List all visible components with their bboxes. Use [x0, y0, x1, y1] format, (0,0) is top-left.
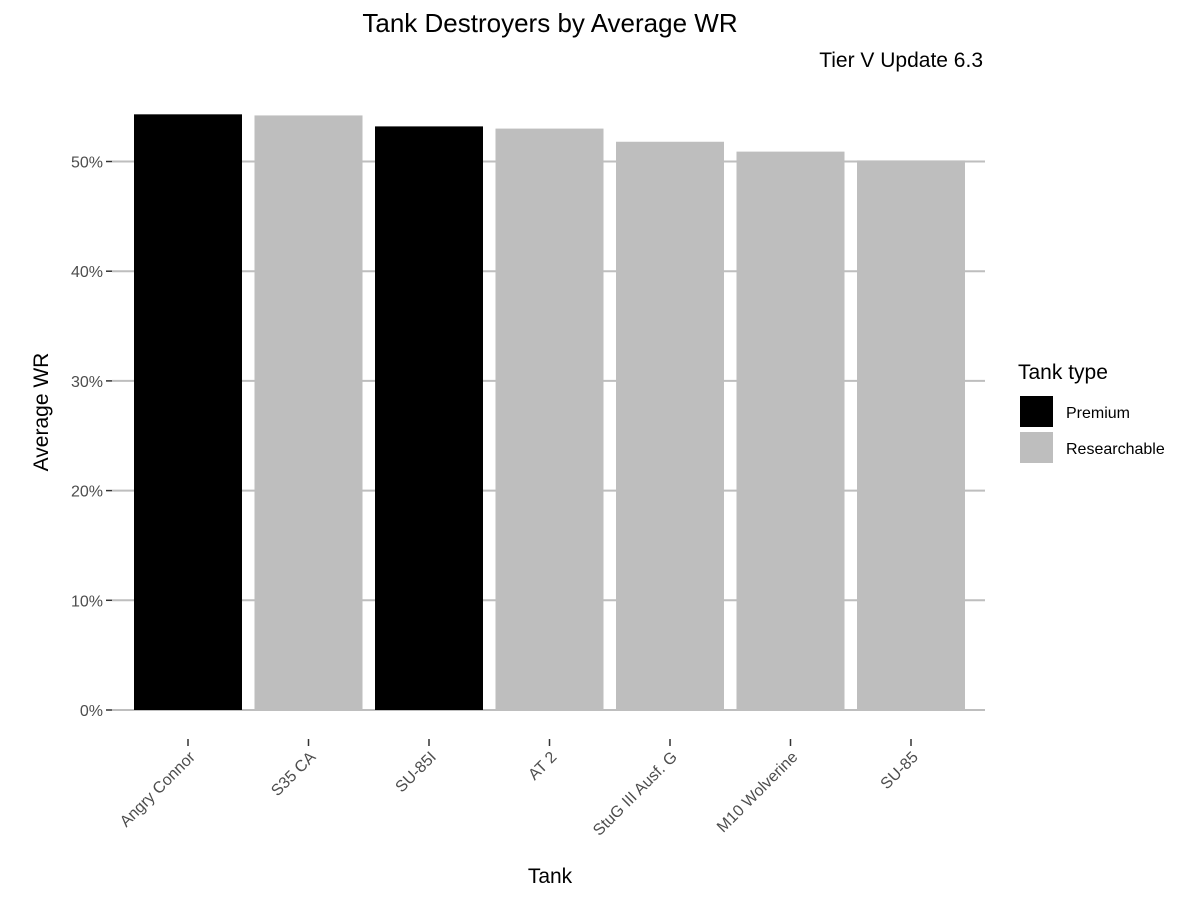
chart-title: Tank Destroyers by Average WR — [362, 8, 737, 38]
legend-swatch-premium — [1020, 396, 1053, 427]
chart-subtitle: Tier V Update 6.3 — [819, 49, 983, 72]
legend-label-premium: Premium — [1066, 405, 1130, 422]
legend-swatch-researchable — [1020, 432, 1053, 463]
legend: Tank type Premium Researchable — [1018, 361, 1165, 463]
bar — [375, 126, 483, 710]
x-tick-label: Angry Connor — [117, 748, 199, 830]
y-tick-label: 40% — [71, 264, 103, 281]
bar — [616, 141, 724, 710]
legend-title: Tank type — [1018, 361, 1108, 384]
x-tick-label: SU-85I — [393, 749, 440, 796]
bar — [495, 128, 604, 711]
x-axis: Angry Connor S35 CA SU-85I AT 2 StuG III Aus… — [117, 739, 922, 839]
y-tick-label: 30% — [71, 374, 103, 391]
y-tick-label: 20% — [71, 484, 103, 501]
x-axis-title: Tank — [528, 865, 573, 888]
y-axis-title: Average WR — [30, 353, 53, 472]
x-tick-label: M10 Wolverine — [714, 749, 801, 836]
x-tick-label: AT 2 — [525, 749, 560, 784]
legend-label-researchable: Researchable — [1066, 441, 1165, 458]
y-tick-label: 10% — [71, 593, 103, 610]
bar — [736, 151, 845, 710]
x-tick-label: SU-85 — [878, 749, 922, 793]
x-tick-label: StuG III Ausf. G — [590, 749, 681, 840]
y-axis: 0% 10% 20% 30% 40% 50% — [71, 155, 112, 720]
bars — [134, 114, 965, 711]
bar — [857, 160, 965, 710]
y-tick-label: 50% — [71, 155, 103, 172]
bar — [134, 114, 242, 711]
x-tick-label: S35 CA — [268, 749, 319, 800]
bar — [254, 115, 363, 710]
y-tick-label: 0% — [80, 703, 103, 720]
